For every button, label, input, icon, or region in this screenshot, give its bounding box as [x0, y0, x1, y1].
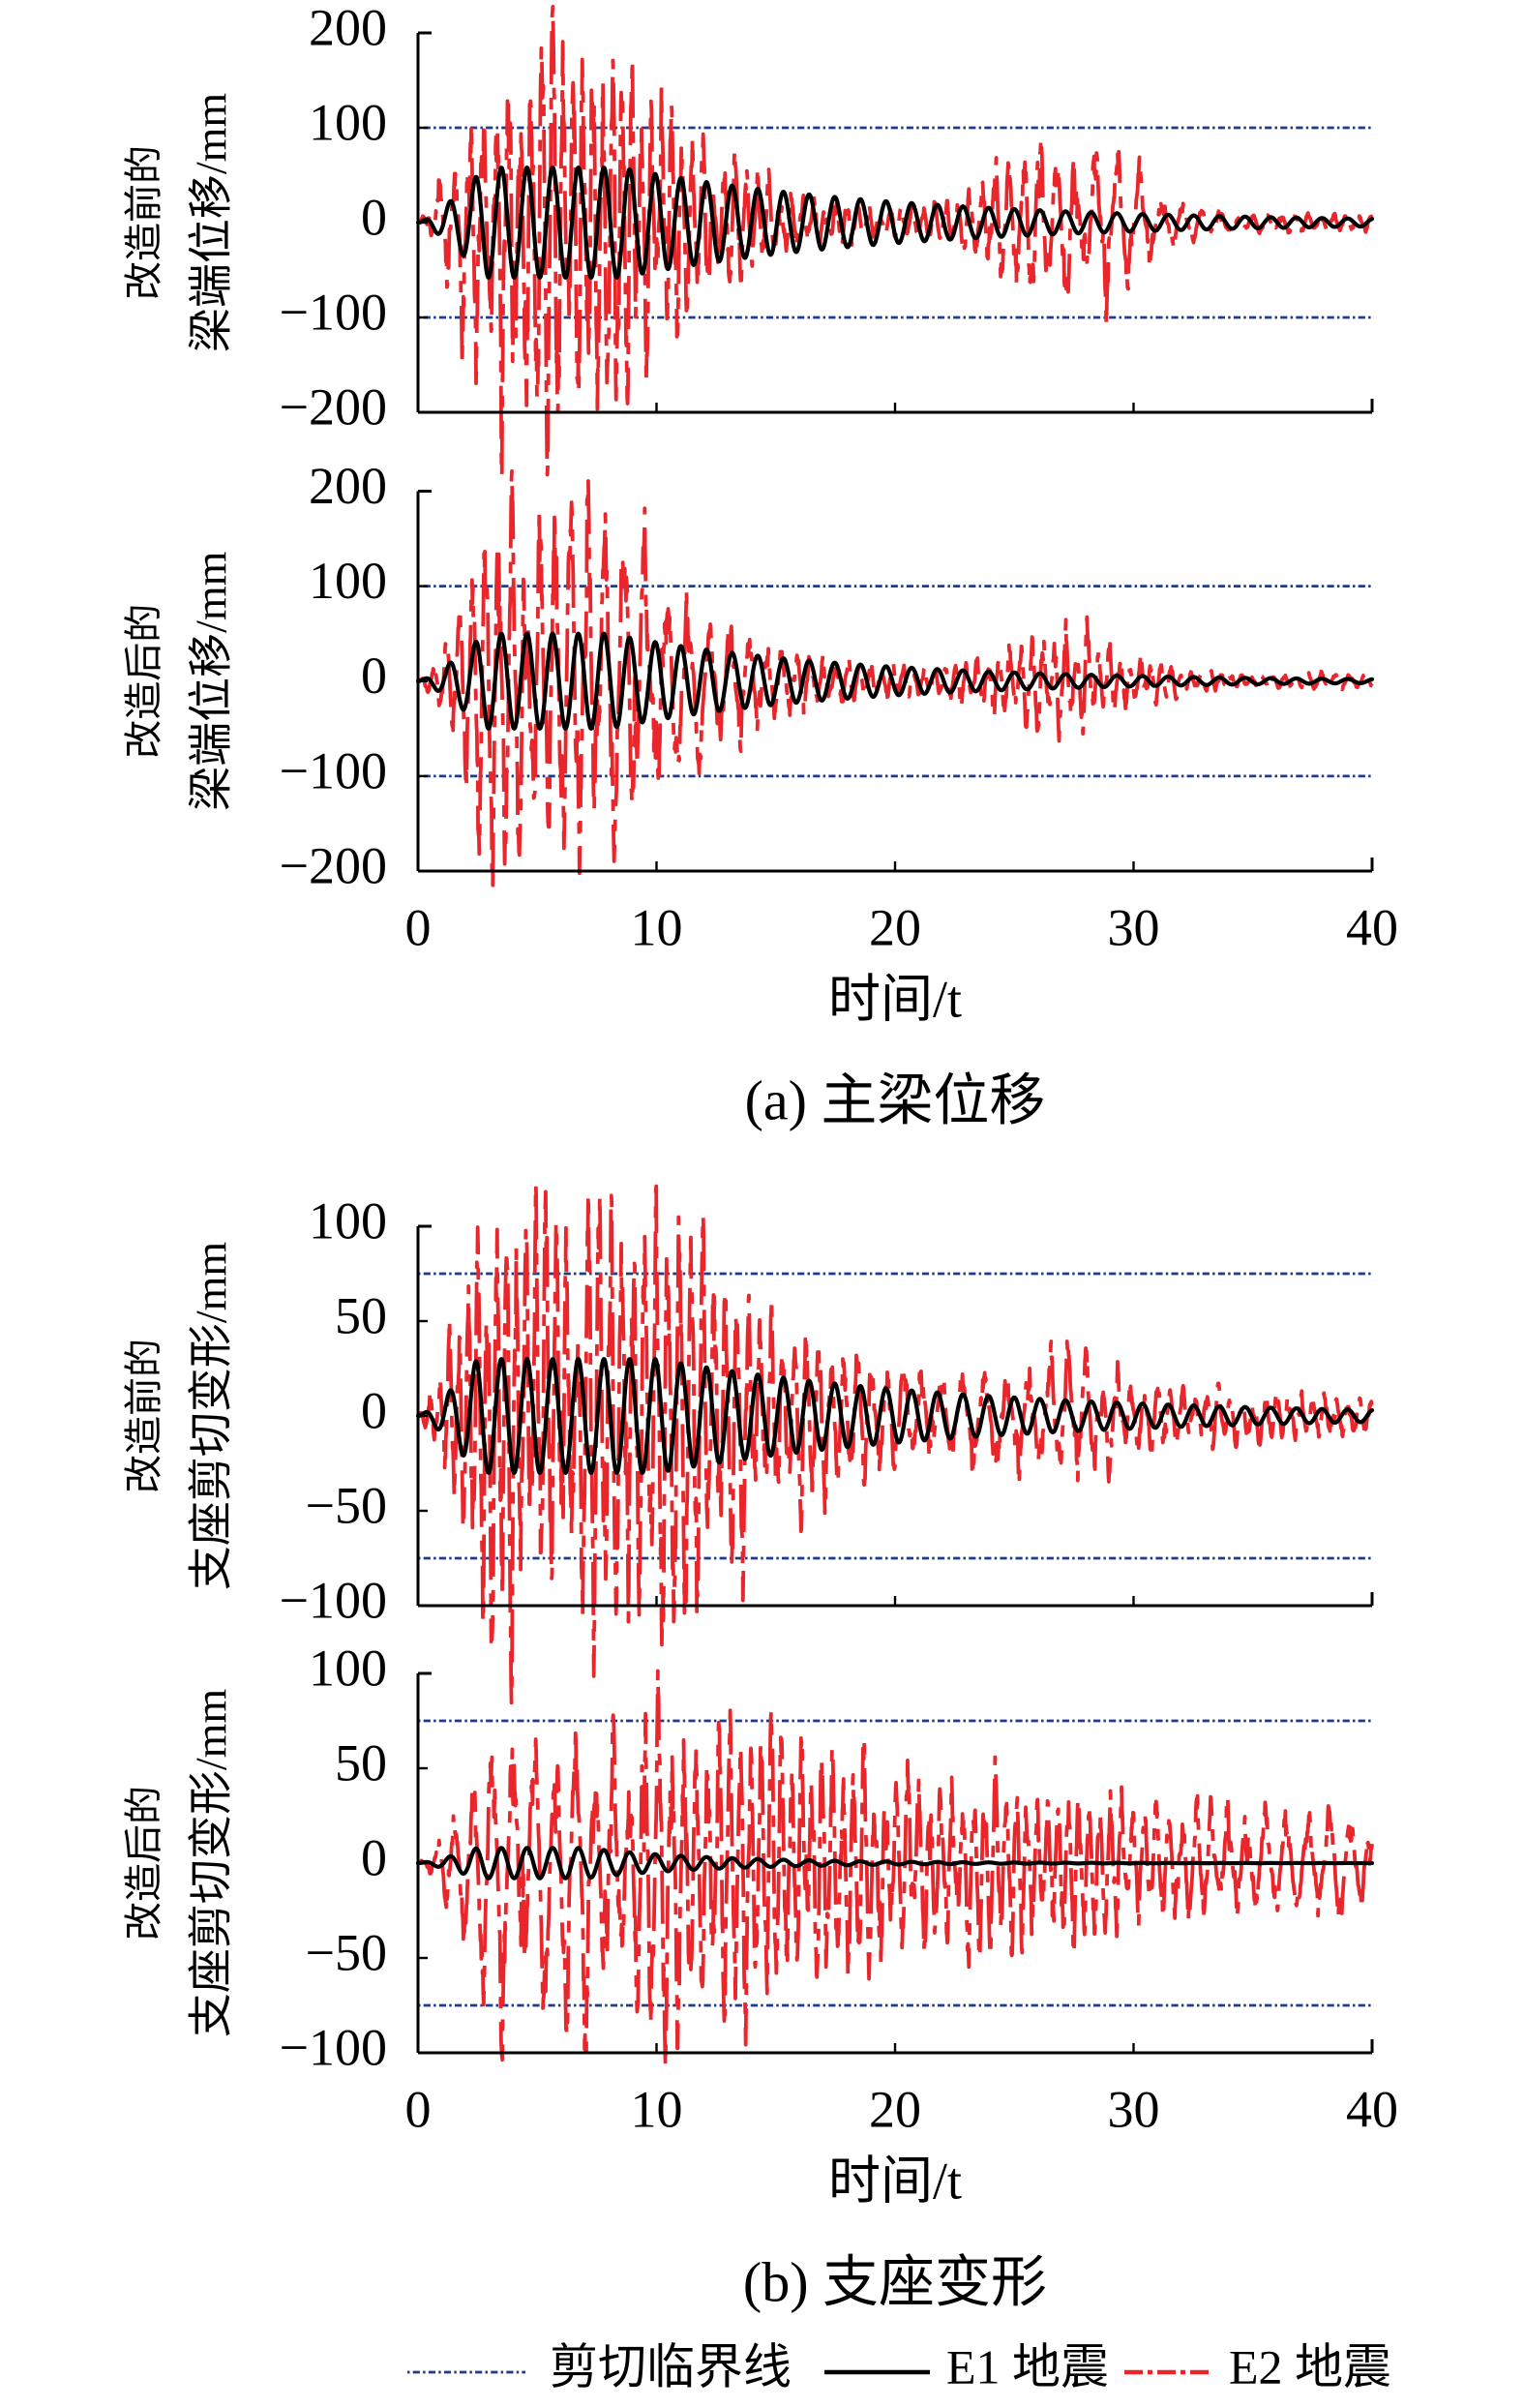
- svg-text:−100: −100: [280, 741, 387, 799]
- svg-text:20: 20: [869, 898, 921, 956]
- svg-text:0: 0: [405, 898, 432, 956]
- svg-text:E1 地震: E1 地震: [946, 2339, 1109, 2393]
- svg-text:改造前的: 改造前的: [122, 1339, 165, 1493]
- svg-text:0: 0: [361, 1828, 387, 1886]
- svg-text:时间/t: 时间/t: [828, 2152, 962, 2210]
- svg-text:10: 10: [631, 2080, 683, 2138]
- svg-text:改造后的: 改造后的: [122, 604, 165, 759]
- svg-text:−100: −100: [280, 283, 387, 341]
- svg-text:50: 50: [335, 1733, 387, 1791]
- svg-text:时间/t: 时间/t: [828, 970, 962, 1028]
- svg-text:−100: −100: [280, 2018, 387, 2076]
- svg-text:−50: −50: [306, 1923, 387, 1981]
- svg-text:200: 200: [309, 0, 387, 56]
- svg-text:0: 0: [361, 1381, 387, 1439]
- svg-text:0: 0: [361, 647, 387, 705]
- svg-text:梁端位移/mm: 梁端位移/mm: [187, 93, 236, 353]
- svg-text:支座剪切变形/mm: 支座剪切变形/mm: [187, 1242, 236, 1591]
- svg-text:0: 0: [405, 2080, 432, 2138]
- svg-text:100: 100: [309, 1191, 387, 1249]
- svg-text:(a) 主梁位移: (a) 主梁位移: [745, 1069, 1046, 1132]
- svg-text:20: 20: [869, 2080, 921, 2138]
- svg-text:(b) 支座变形: (b) 支座变形: [743, 2251, 1047, 2314]
- svg-text:−100: −100: [280, 1571, 387, 1629]
- svg-text:E2 地震: E2 地震: [1229, 2339, 1391, 2393]
- svg-text:100: 100: [309, 552, 387, 610]
- svg-text:支座剪切变形/mm: 支座剪切变形/mm: [187, 1689, 236, 2038]
- svg-text:−200: −200: [280, 836, 387, 894]
- svg-text:改造前的: 改造前的: [122, 145, 165, 300]
- svg-text:50: 50: [335, 1286, 387, 1344]
- svg-text:40: 40: [1346, 2080, 1398, 2138]
- svg-text:100: 100: [309, 1639, 387, 1697]
- svg-text:30: 30: [1108, 898, 1160, 956]
- svg-text:剪切临界线: 剪切临界线: [550, 2339, 792, 2393]
- svg-text:100: 100: [309, 93, 387, 151]
- svg-text:200: 200: [309, 457, 387, 515]
- svg-text:−50: −50: [306, 1476, 387, 1534]
- svg-text:−200: −200: [280, 377, 387, 436]
- svg-text:改造后的: 改造后的: [122, 1786, 165, 1941]
- svg-text:10: 10: [631, 898, 683, 956]
- svg-text:梁端位移/mm: 梁端位移/mm: [187, 551, 236, 811]
- svg-text:0: 0: [361, 188, 387, 246]
- svg-text:40: 40: [1346, 898, 1398, 956]
- svg-text:30: 30: [1108, 2080, 1160, 2138]
